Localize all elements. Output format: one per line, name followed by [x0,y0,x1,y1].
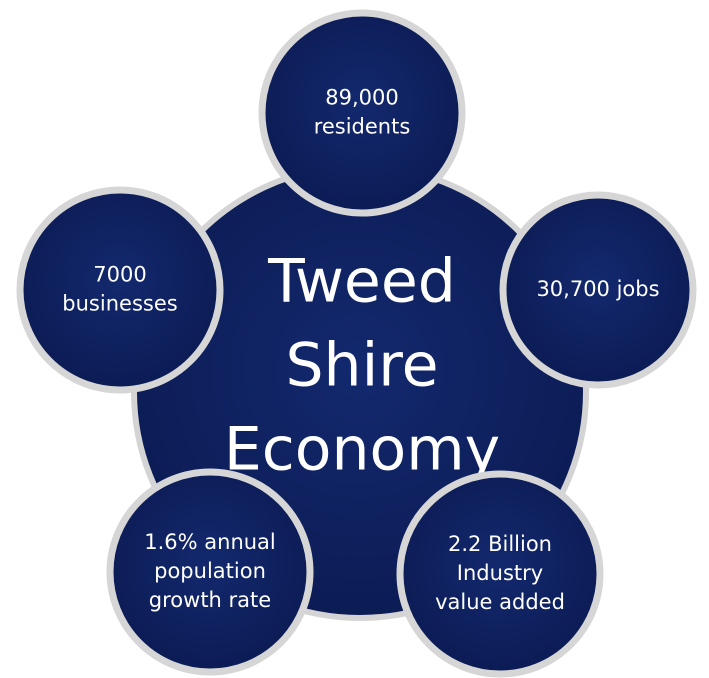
node-circle [499,191,697,389]
center-label: Economy [224,415,500,485]
node-label: 1.6% annual [144,530,276,554]
center-label: Shire [285,331,438,401]
node-label: value added [435,590,565,614]
node-circle [258,9,466,217]
node-label: Industry [457,561,543,585]
node-circle [106,468,314,676]
center-label: Tweed [267,247,456,317]
node-circle [16,186,224,394]
node-label: population [154,559,266,583]
node-label: 2.2 Billion [448,532,552,556]
node-label: growth rate [149,588,271,612]
node-circle [396,470,604,678]
node-label: 30,700 jobs [536,277,659,301]
node-label: residents [314,115,411,139]
node-label: 7000 [93,263,146,287]
node-label: 89,000 [325,86,398,110]
node-label: businesses [62,292,177,316]
